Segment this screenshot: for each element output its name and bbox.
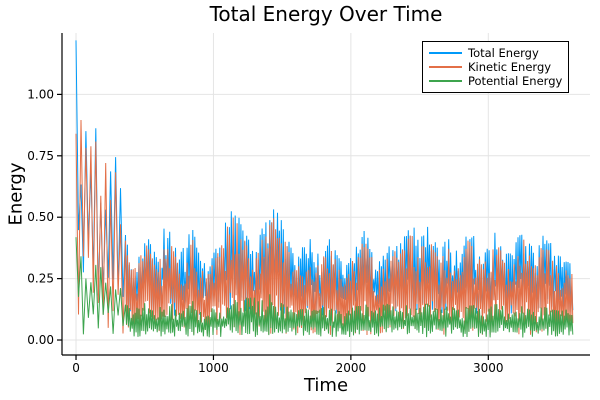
y-tick-label: 1.00	[27, 87, 54, 101]
y-tick-label: 0.00	[27, 333, 54, 347]
y-tick-label: 0.25	[27, 272, 54, 286]
legend-entry-potential-energy: Potential Energy	[429, 74, 562, 88]
y-axis-label: Energy	[5, 162, 27, 226]
x-tick-label: 1000	[198, 361, 229, 375]
y-tick-label: 0.50	[27, 210, 54, 224]
chart-title: Total Energy Over Time	[209, 2, 443, 26]
x-axis-label: Time	[303, 375, 349, 396]
legend-label-kinetic-energy: Kinetic Energy	[468, 60, 552, 74]
legend-label-potential-energy: Potential Energy	[468, 74, 563, 88]
x-tick-label: 2000	[336, 361, 367, 375]
legend-box: Total Energy Kinetic Energy Potential En…	[422, 41, 569, 93]
legend-entry-total-energy: Total Energy	[429, 46, 562, 60]
legend-line-total-energy-icon	[429, 52, 462, 54]
y-tick-label: 0.75	[27, 149, 54, 163]
legend-entry-kinetic-energy: Kinetic Energy	[429, 60, 562, 74]
series-path-potential-energy	[75, 237, 574, 338]
series-path-kinetic-energy	[75, 119, 574, 336]
legend-label-total-energy: Total Energy	[468, 46, 539, 60]
x-tick-label: 0	[72, 361, 80, 375]
x-tick-label: 3000	[473, 361, 504, 375]
legend-line-potential-energy-icon	[429, 80, 462, 82]
legend-line-kinetic-energy-icon	[429, 66, 462, 68]
